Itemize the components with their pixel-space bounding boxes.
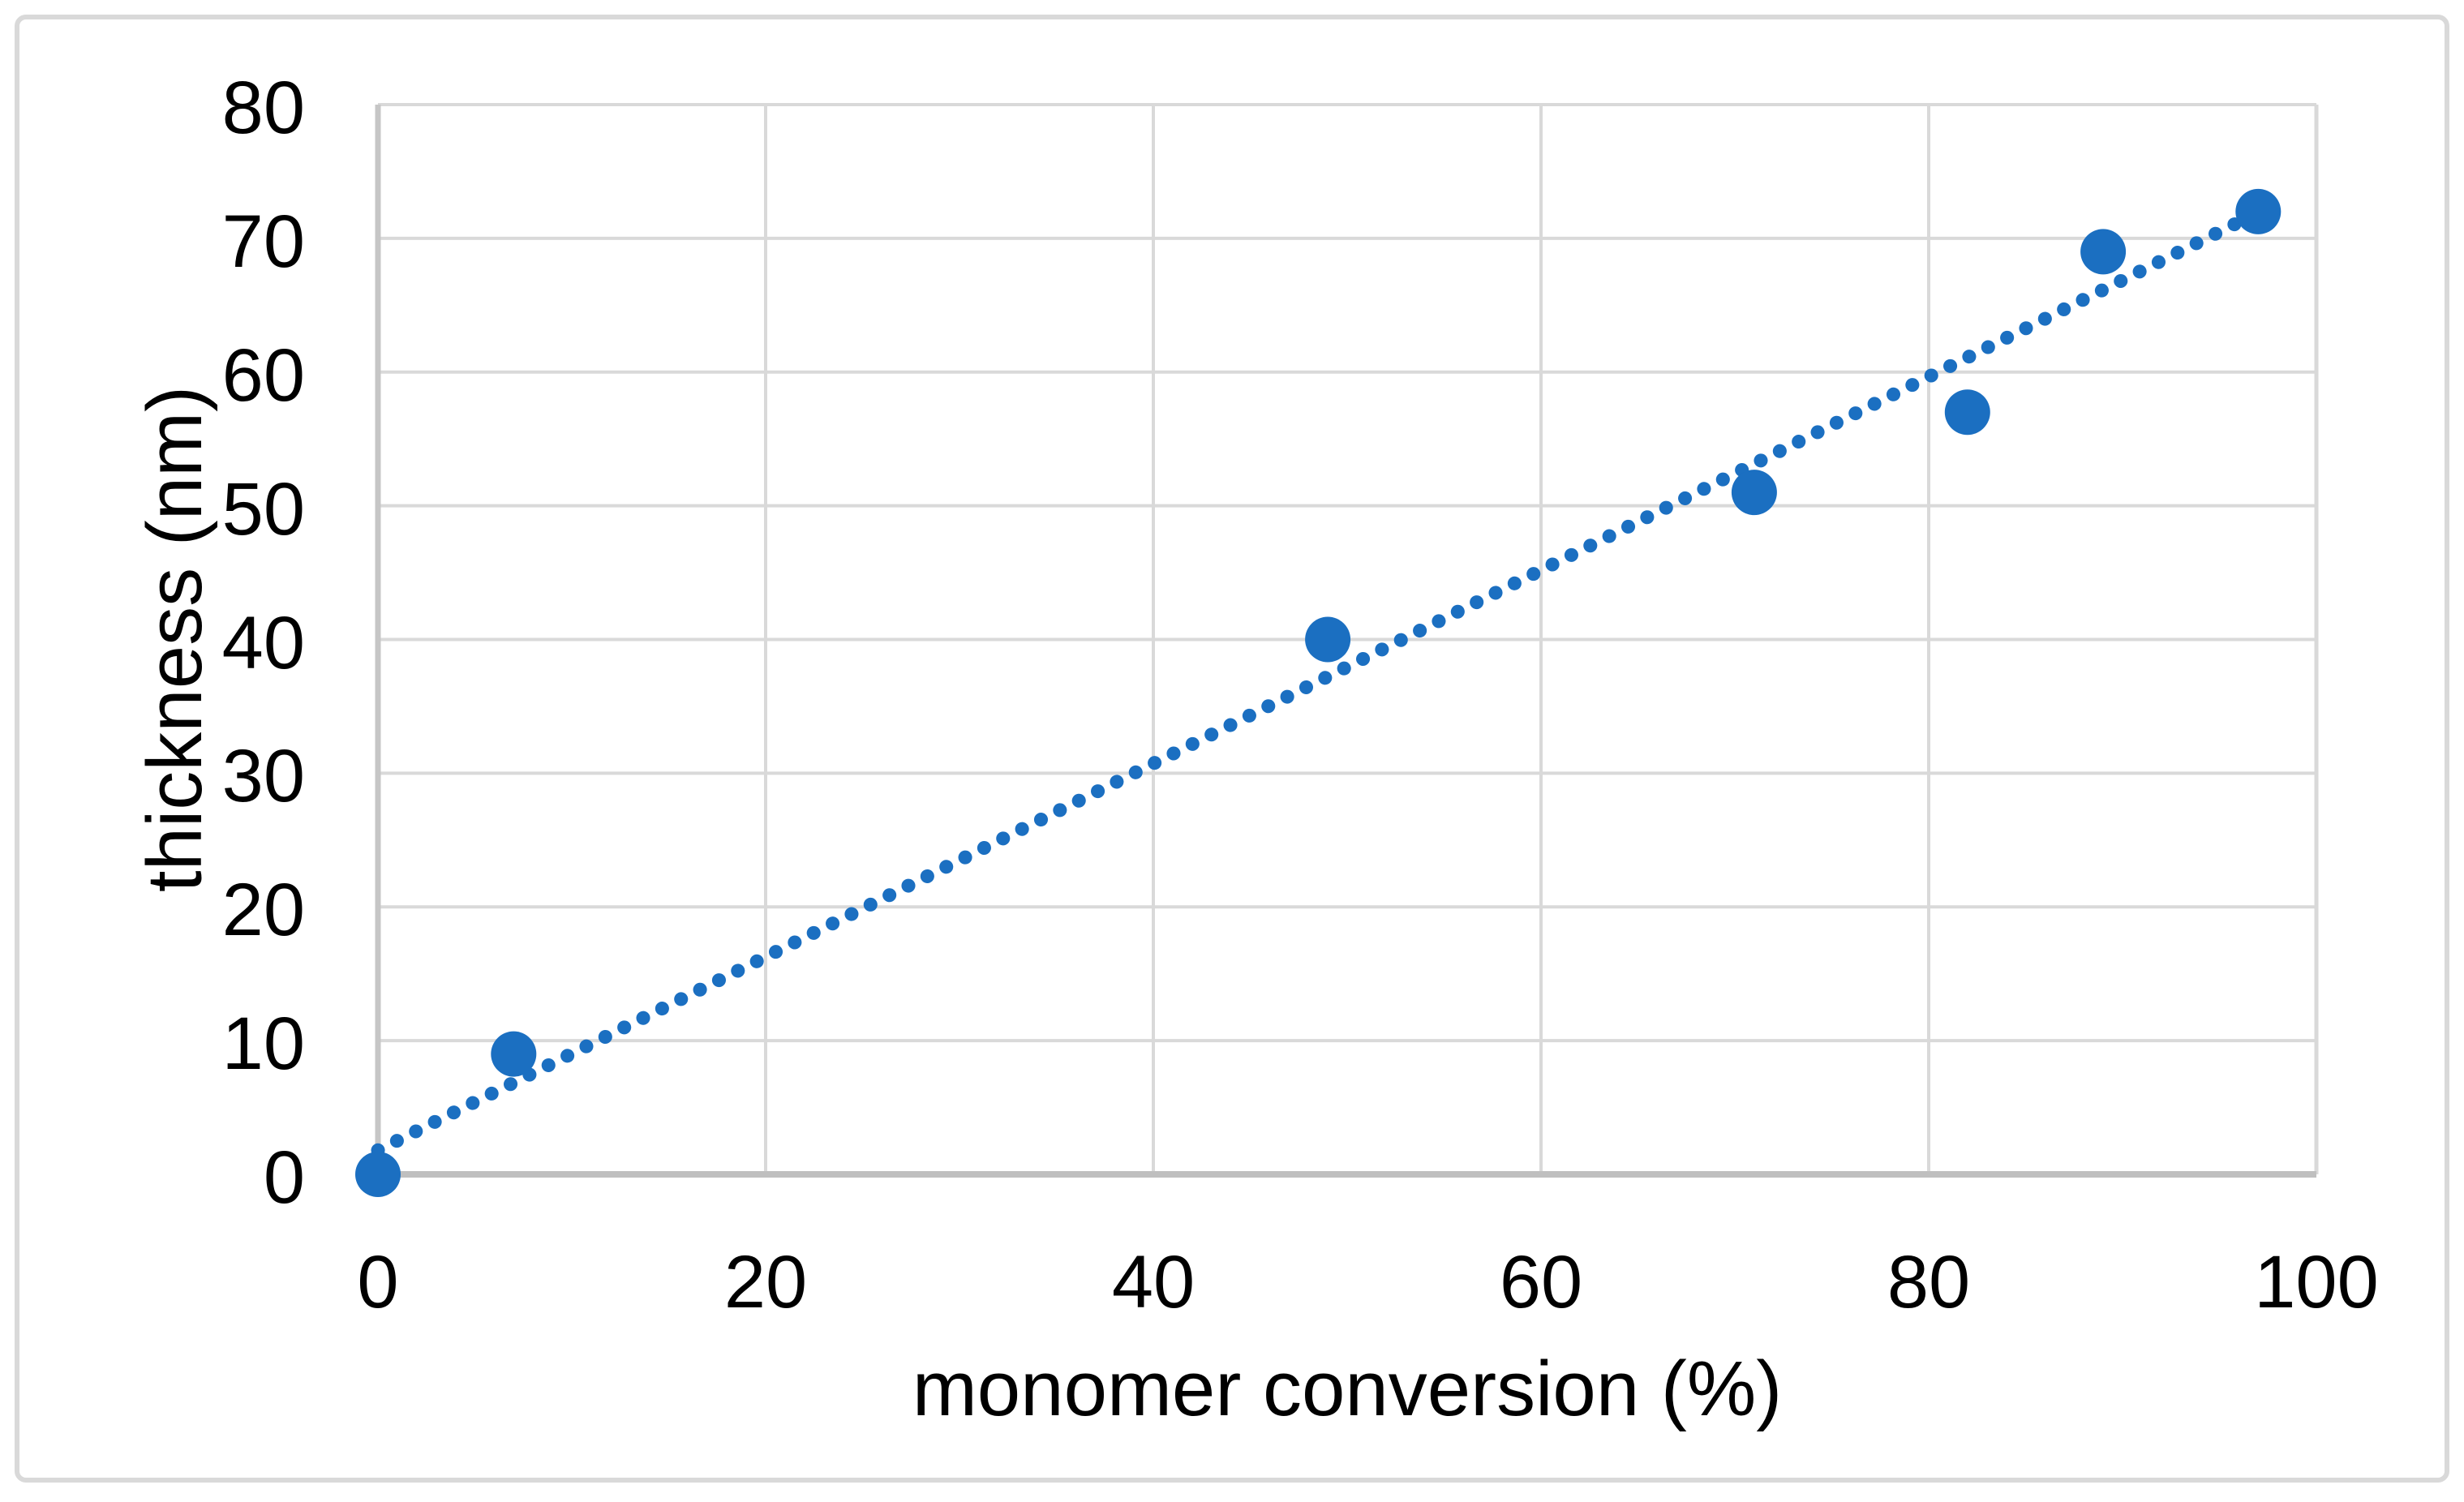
y-axis-title: thickness (nm) xyxy=(131,385,218,893)
x-tick-label: 0 xyxy=(357,1241,399,1324)
scatter-chart: 0 10 20 30 40 50 60 70 80 0 20 40 60 80 100 monomer co… xyxy=(5,5,2464,1502)
x-tick-label: 20 xyxy=(723,1241,808,1324)
data-point xyxy=(2080,229,2127,275)
y-tick-label: 20 xyxy=(221,869,305,952)
data-point xyxy=(1731,470,1777,516)
data-point xyxy=(355,1152,401,1197)
y-tick-label: 0 xyxy=(263,1136,305,1219)
data-point xyxy=(491,1031,537,1077)
figure-border: 0 10 20 30 40 50 60 70 80 0 20 40 60 80 100 monomer co… xyxy=(15,15,2449,1483)
data-point xyxy=(1944,389,1990,436)
y-tick-label: 80 xyxy=(221,67,305,149)
x-tick-label: 60 xyxy=(1499,1241,1583,1324)
y-tick-label: 70 xyxy=(221,200,305,283)
data-point xyxy=(2235,188,2282,234)
data-point xyxy=(1305,616,1351,663)
y-tick-label: 60 xyxy=(221,333,305,417)
y-tick-label: 40 xyxy=(221,601,305,684)
x-tick-label: 40 xyxy=(1111,1241,1196,1324)
y-tick-label: 10 xyxy=(221,1002,305,1086)
x-tick-label: 100 xyxy=(2254,1241,2379,1324)
x-axis-title: monomer conversion (%) xyxy=(912,1345,1783,1432)
y-tick-label: 50 xyxy=(221,467,305,551)
x-tick-label: 80 xyxy=(1887,1241,1971,1324)
y-tick-label: 30 xyxy=(221,735,305,818)
plot-area-svg xyxy=(355,103,2319,1197)
trendline xyxy=(371,200,2275,1157)
